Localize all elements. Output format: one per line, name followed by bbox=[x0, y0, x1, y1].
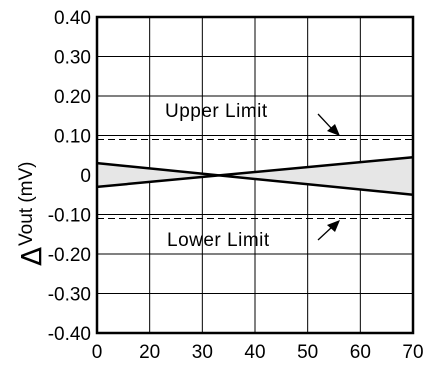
annotations: Upper Limit Lower Limit bbox=[165, 101, 340, 251]
y-tick-label: -0.20 bbox=[48, 245, 91, 266]
x-tick-labels: 0 20 30 40 50 60 70 bbox=[92, 342, 424, 363]
x-tick-label: 70 bbox=[402, 342, 423, 363]
y-axis-label-symbol: Δ bbox=[15, 247, 48, 266]
series-line-1 bbox=[96, 161, 414, 196]
y-tick-labels: 0.40 0.30 0.20 0.10 0 -0.10 -0.20 -0.30 -0.40 bbox=[48, 8, 91, 345]
lower-limit-arrow-icon bbox=[317, 220, 340, 241]
deviation-band bbox=[97, 157, 413, 195]
y-axis-label-text: Vout (mV) bbox=[16, 162, 37, 246]
y-axis-label: Δ Vout (mV) bbox=[15, 162, 48, 266]
x-tick-label: 20 bbox=[139, 342, 160, 363]
y-tick-label: 0.40 bbox=[54, 8, 91, 29]
y-tick-label: -0.30 bbox=[48, 285, 91, 306]
y-tick-label: 0.20 bbox=[54, 87, 91, 108]
y-tick-label: 0 bbox=[80, 166, 91, 187]
x-tick-label: 40 bbox=[244, 342, 265, 363]
y-tick-label: 0.10 bbox=[54, 127, 91, 148]
y-tick-label: -0.10 bbox=[48, 206, 91, 227]
plot-frame bbox=[95, 15, 415, 335]
series-line-2 bbox=[96, 155, 414, 189]
x-tick-label: 30 bbox=[192, 342, 213, 363]
lower-limit-label: Lower Limit bbox=[167, 230, 270, 251]
x-tick-label: 0 bbox=[92, 342, 103, 363]
upper-limit-label: Upper Limit bbox=[165, 101, 268, 122]
y-tick-label: -0.40 bbox=[48, 324, 91, 345]
limit-lines bbox=[97, 135, 413, 219]
y-tick-label: 0.30 bbox=[54, 48, 91, 69]
x-tick-label: 60 bbox=[350, 342, 371, 363]
series-lines bbox=[96, 155, 414, 196]
x-tick-label: 50 bbox=[297, 342, 318, 363]
upper-limit-arrow-icon bbox=[317, 113, 340, 136]
